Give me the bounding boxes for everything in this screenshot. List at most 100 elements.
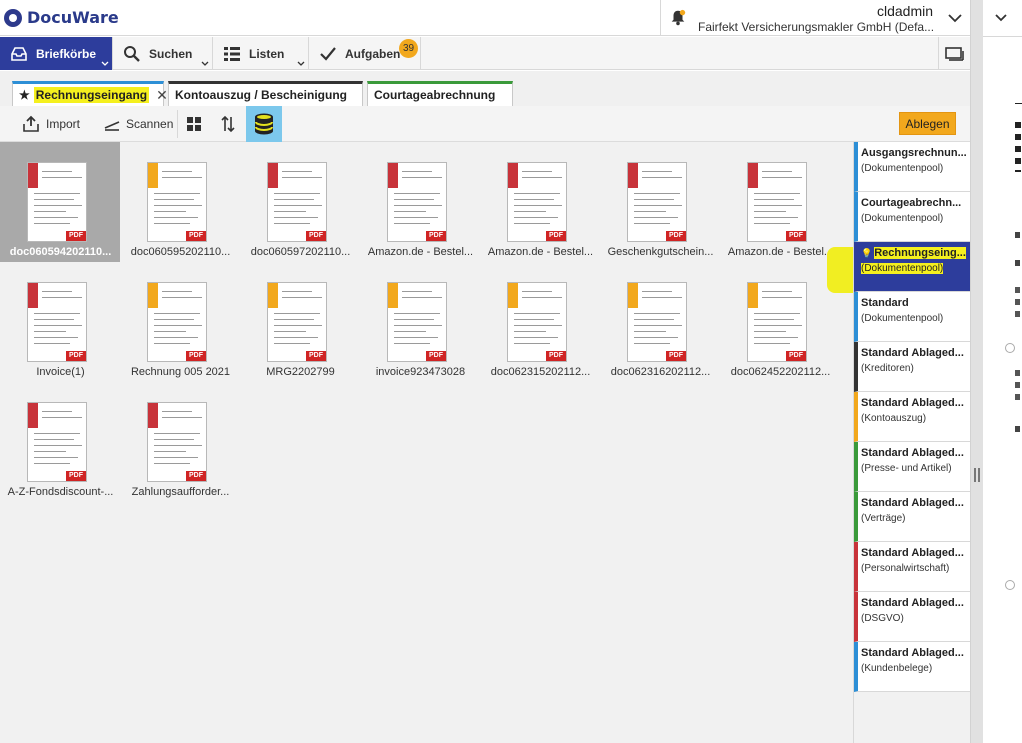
- thumbnail-line: [394, 223, 430, 224]
- thumbnail-line: [154, 319, 194, 320]
- document-item[interactable]: PDF MRG2202799: [240, 262, 360, 382]
- thumbnail-line: [634, 217, 678, 218]
- tab-kontoauszug[interactable]: Kontoauszug / Bescheinigung: [168, 81, 363, 106]
- tray-title: Standard Ablaged...: [861, 597, 964, 609]
- tray-item[interactable]: Standard (Dokumentenpool): [854, 292, 971, 342]
- thumbnail-line: [34, 337, 78, 338]
- viewer-content-fragment: [1015, 260, 1020, 266]
- thumbnail-line: [754, 343, 790, 344]
- tray-item[interactable]: Standard Ablaged... (Verträge): [854, 492, 971, 542]
- tab-label: Courtageabrechnung: [374, 88, 496, 102]
- list-icon: [224, 46, 240, 61]
- chevron-down-icon[interactable]: [944, 11, 966, 25]
- search-icon: [124, 45, 140, 62]
- tray-item[interactable]: Courtageabrechn... (Dokumentenpool): [854, 192, 971, 242]
- document-name: Amazon.de - Bestel...: [727, 246, 834, 258]
- grid-view-button[interactable]: [186, 109, 208, 139]
- thumbnail-line: [154, 331, 186, 332]
- document-item[interactable]: PDF Rechnung 005 2021: [120, 262, 240, 382]
- document-thumbnail: PDF: [267, 282, 327, 362]
- document-name: Rechnung 005 2021: [130, 366, 231, 378]
- toggle-viewer-button[interactable]: [938, 37, 970, 70]
- tray-item[interactable]: Standard Ablaged... (Kundenbelege): [854, 642, 971, 692]
- thumbnail-line: [274, 211, 306, 212]
- panel-splitter[interactable]: [970, 0, 983, 743]
- document-item[interactable]: PDF Amazon.de - Bestel...: [480, 142, 600, 262]
- tray-title: Ausgangsrechnun...: [861, 147, 967, 159]
- tray-item[interactable]: 💡 Rechnungseing... (Dokumentenpool): [854, 242, 971, 292]
- document-item[interactable]: PDF Amazon.de - Bestel...: [360, 142, 480, 262]
- tray-item[interactable]: Standard Ablaged... (Kontoauszug): [854, 392, 971, 442]
- color-tag: [148, 163, 158, 188]
- listen-button[interactable]: Listen: [213, 37, 309, 70]
- chevron-down-icon: [297, 61, 305, 66]
- thumbnail-line: [162, 297, 202, 298]
- sort-button[interactable]: [220, 109, 242, 139]
- document-name: Amazon.de - Bestel...: [367, 246, 474, 258]
- thumbnail-line: [754, 223, 790, 224]
- aufgaben-button[interactable]: Aufgaben 39: [309, 37, 421, 70]
- document-name: doc060595202110...: [130, 246, 231, 258]
- tab-courtageabrechnung[interactable]: Courtageabrechnung: [367, 81, 513, 106]
- pdf-icon: PDF: [666, 351, 686, 361]
- document-item[interactable]: PDF doc060594202110...: [0, 142, 120, 262]
- thumbnail-line: [274, 331, 306, 332]
- thumbnail-line: [634, 211, 666, 212]
- lightbulb-icon: 💡: [861, 247, 873, 258]
- briefkoerbe-button[interactable]: Briefkörbe: [0, 37, 113, 70]
- tray-title: Standard: [861, 297, 909, 309]
- document-thumbnail: PDF: [147, 162, 207, 242]
- document-thumbnail: PDF: [747, 162, 807, 242]
- document-item[interactable]: PDF doc060595202110...: [120, 142, 240, 262]
- aufgaben-count-badge: 39: [399, 39, 418, 58]
- tab-label: Rechnungseingang: [33, 87, 150, 103]
- thumbnail-line: [154, 433, 200, 434]
- thumbnail-line: [34, 199, 74, 200]
- document-item[interactable]: PDF doc062315202112...: [480, 262, 600, 382]
- thumbnail-line: [394, 313, 440, 314]
- thumbnail-line: [34, 457, 78, 458]
- document-item[interactable]: PDF Amazon.de - Bestel...: [720, 142, 840, 262]
- pdf-icon: PDF: [66, 351, 86, 361]
- tray-title: Standard Ablaged...: [861, 547, 964, 559]
- thumbnail-line: [642, 291, 672, 292]
- document-item[interactable]: PDF doc062316202112...: [600, 262, 720, 382]
- thumbnail-line: [634, 223, 670, 224]
- document-item[interactable]: PDF Invoice(1): [0, 262, 120, 382]
- ablegen-button[interactable]: Ablegen: [899, 112, 956, 135]
- user-menu[interactable]: cldadmin Fairfekt Versicherungsmakler Gm…: [698, 3, 938, 34]
- viewer-content-fragment: [1015, 122, 1021, 172]
- tab-rechnungseingang[interactable]: ★ Rechnungseingang ✕: [12, 81, 168, 106]
- document-thumbnail: PDF: [627, 282, 687, 362]
- thumbnail-line: [154, 343, 190, 344]
- pdf-icon: PDF: [186, 471, 206, 481]
- document-item[interactable]: PDF A-Z-Fondsdiscount-...: [0, 382, 120, 502]
- tray-item[interactable]: Standard Ablaged... (Presse- und Artikel): [854, 442, 971, 492]
- scannen-button[interactable]: Scannen: [104, 109, 173, 139]
- document-item[interactable]: PDF doc062452202112...: [720, 262, 840, 382]
- pdf-icon: PDF: [306, 351, 326, 361]
- document-item[interactable]: PDF doc060597202110...: [240, 142, 360, 262]
- separator: [177, 110, 178, 138]
- tray-item[interactable]: Standard Ablaged... (DSGVO): [854, 592, 971, 642]
- tray-item[interactable]: Standard Ablaged... (Kreditoren): [854, 342, 971, 392]
- import-button[interactable]: Import: [22, 109, 80, 139]
- pdf-icon: PDF: [426, 231, 446, 241]
- close-icon[interactable]: ✕: [156, 86, 168, 103]
- suchen-button[interactable]: Suchen: [113, 37, 213, 70]
- tray-item[interactable]: Ausgangsrechnun... (Dokumentenpool): [854, 142, 971, 192]
- document-item[interactable]: PDF Zahlungsaufforder...: [120, 382, 240, 502]
- thumbnail-line: [154, 217, 198, 218]
- viewer-content-fragment: [1015, 90, 1022, 104]
- chevron-down-icon[interactable]: [993, 12, 1009, 24]
- thumbnail-line: [154, 463, 190, 464]
- docuware-logo[interactable]: DocuWare: [4, 8, 119, 27]
- document-item[interactable]: PDF Geschenkgutschein...: [600, 142, 720, 262]
- thumbnail-line: [274, 343, 310, 344]
- splitter-grip-icon[interactable]: [974, 468, 980, 482]
- document-item[interactable]: PDF invoice923473028: [360, 262, 480, 382]
- tray-item[interactable]: Standard Ablaged... (Personalwirtschaft): [854, 542, 971, 592]
- database-button[interactable]: [246, 106, 282, 142]
- notifications-button[interactable]: [660, 0, 694, 36]
